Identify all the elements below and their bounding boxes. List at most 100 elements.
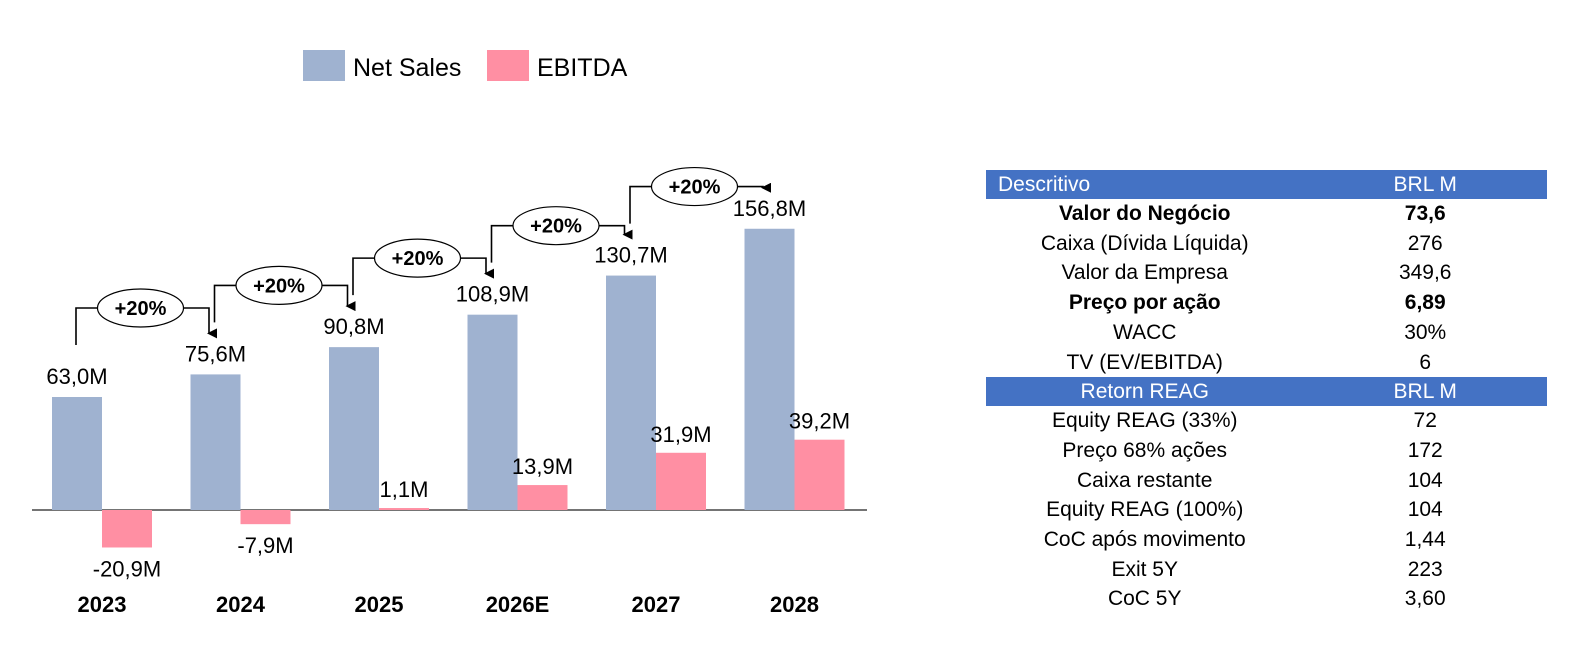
ebitda-label-2023: -20,9M	[93, 556, 161, 581]
ebitda-label-2026E: 13,9M	[512, 454, 573, 479]
growth-label-1: +20%	[115, 298, 167, 320]
category-label-2028: 2028	[770, 592, 819, 617]
net-sales-label-2027: 130,7M	[594, 243, 667, 268]
ebitda-bar-2028	[794, 439, 845, 510]
sales-ebitda-chart: Net Sales EBITDA +20% +20% +20% +20% +20% 63,…	[32, 50, 867, 617]
table-row-label: Preço 68% ações	[1062, 438, 1228, 462]
chart-legend: Net Sales EBITDA	[303, 50, 628, 82]
table-row: Preço 68% ações 172	[986, 436, 1547, 466]
table-row-label: Preço por ação	[1068, 291, 1221, 315]
ebitda-label-2024: -7,9M	[237, 533, 293, 558]
table-row-value: 223	[1407, 557, 1443, 581]
table-row: CoC 5Y 3,60	[986, 584, 1547, 614]
net-sales-bar-2028	[744, 228, 795, 510]
net-sales-bar-2024	[190, 374, 241, 510]
table-row: Valor do Negócio 73,6	[986, 199, 1547, 229]
valuation-table: Descritivo BRL M Valor do Negócio 73,6 Caixa…	[986, 170, 1547, 614]
table-row-label: Valor da Empresa	[1061, 261, 1228, 285]
growth-label-5: +20%	[669, 177, 721, 199]
table-row: Exit 5Y 223	[986, 555, 1547, 585]
table-row-value: 349,6	[1398, 261, 1452, 285]
table-row-label: CoC após movimento	[1043, 528, 1246, 552]
table-row-value: 104	[1407, 498, 1443, 522]
table-row-label: Valor do Negócio	[1058, 202, 1231, 225]
table-row-label: Exit 5Y	[1111, 557, 1178, 581]
net-sales-label-2023: 63,0M	[46, 364, 107, 389]
table-row: CoC após movimento 1,44	[986, 525, 1547, 555]
table-header-unit: BRL M	[1303, 170, 1547, 199]
ebitda-label-2025: 1,1M	[380, 477, 429, 502]
table-row-value: 72	[1413, 409, 1437, 433]
ebitda-bar-2025	[379, 508, 429, 510]
table-row: Caixa (Dívida Líquida) 276	[986, 229, 1547, 259]
ebitda-bar-2026E	[517, 485, 568, 510]
growth-bubble-1	[96, 288, 185, 328]
growth-annotations-layer: +20% +20% +20% +20% +20%	[75, 166, 771, 345]
growth-annotation-1: +20%	[75, 288, 217, 345]
net-sales-label-2028: 156,8M	[733, 196, 806, 221]
growth-label-2: +20%	[253, 275, 305, 297]
table-row-value: 73,6	[1404, 202, 1446, 225]
net-sales-label-2024: 75,6M	[185, 341, 246, 366]
category-label-2023: 2023	[78, 592, 127, 617]
growth-annotation-5: +20%	[629, 166, 771, 224]
table-row-label: Caixa (Dívida Líquida)	[1040, 231, 1249, 255]
net-sales-label-2026E: 108,9M	[456, 282, 529, 307]
net-sales-bar-2027	[606, 275, 656, 510]
table-row-value: 6,89	[1404, 291, 1446, 315]
table-row-label: Equity REAG (100%)	[1046, 498, 1244, 522]
category-label-2026E: 2026E	[486, 592, 550, 617]
net-sales-label-2025: 90,8M	[323, 314, 384, 339]
growth-annotation-3: +20%	[352, 238, 494, 296]
ebitda-bar-2024	[240, 510, 291, 525]
ebitda-bar-2023	[102, 510, 152, 548]
ebitda-label-2027: 31,9M	[650, 422, 711, 447]
table-header-row-2: Retorn REAG BRL M	[986, 377, 1547, 407]
category-label-2027: 2027	[632, 592, 681, 617]
table-row: TV (EV/EBITDA) 6	[986, 348, 1547, 378]
table-row-value: 30%	[1404, 320, 1447, 344]
table-row-label: TV (EV/EBITDA)	[1066, 350, 1223, 374]
growth-bubble-5	[650, 166, 739, 207]
table-row-label: WACC	[1113, 320, 1177, 344]
table-row-value: 276	[1407, 231, 1443, 255]
table-row-value: 3,60	[1404, 587, 1446, 611]
ebitda-bar-2027	[656, 452, 706, 510]
net-sales-bar-2026E	[467, 314, 518, 510]
table-row: WACC 30%	[986, 318, 1547, 348]
table-row: Equity REAG (100%) 104	[986, 495, 1547, 525]
ebitda-label-2028: 39,2M	[789, 409, 850, 434]
table-row: Caixa restante 104	[986, 466, 1547, 496]
category-label-2024: 2024	[216, 592, 266, 617]
table-header-label: Retorn REAG	[986, 377, 1304, 407]
table-row-value: 6	[1419, 350, 1432, 374]
table-row: Preço por ação 6,89	[986, 288, 1547, 318]
table-row: Valor da Empresa 349,6	[986, 258, 1547, 288]
growth-annotation-2: +20%	[213, 265, 356, 323]
bars-layer	[32, 228, 867, 548]
legend-swatch-ebitda	[487, 50, 529, 81]
category-label-2025: 2025	[355, 592, 404, 617]
growth-label-3: +20%	[392, 248, 444, 270]
labels-layer: 63,0M -20,9M 2023 75,6M -7,9M 2024 90,8M 1,1M 20…	[46, 196, 850, 617]
growth-label-4: +20%	[530, 216, 582, 238]
table-row-label: Equity REAG (33%)	[1051, 409, 1238, 433]
growth-bubble-3	[373, 238, 462, 278]
legend-label-net-sales: Net Sales	[353, 54, 461, 82]
table-header-row-1: Descritivo BRL M	[986, 170, 1547, 199]
growth-bubble-4	[512, 206, 600, 246]
legend-label-ebitda: EBITDA	[537, 54, 628, 82]
table-row: Equity REAG (33%) 72	[986, 406, 1547, 436]
net-sales-bar-2025	[329, 347, 379, 510]
growth-bubble-2	[235, 265, 323, 305]
table-header-label: Descritivo	[986, 170, 1304, 199]
table-row-label: Caixa restante	[1077, 468, 1213, 492]
table-row-value: 104	[1407, 468, 1443, 492]
table-header-unit: BRL M	[1303, 377, 1547, 407]
growth-annotation-4: +20%	[490, 206, 633, 263]
net-sales-bar-2023	[52, 397, 102, 510]
legend-swatch-net-sales	[303, 50, 345, 81]
table-row-value: 1,44	[1404, 528, 1446, 552]
table-row-label: CoC 5Y	[1107, 587, 1182, 611]
table-row-value: 172	[1407, 438, 1443, 462]
